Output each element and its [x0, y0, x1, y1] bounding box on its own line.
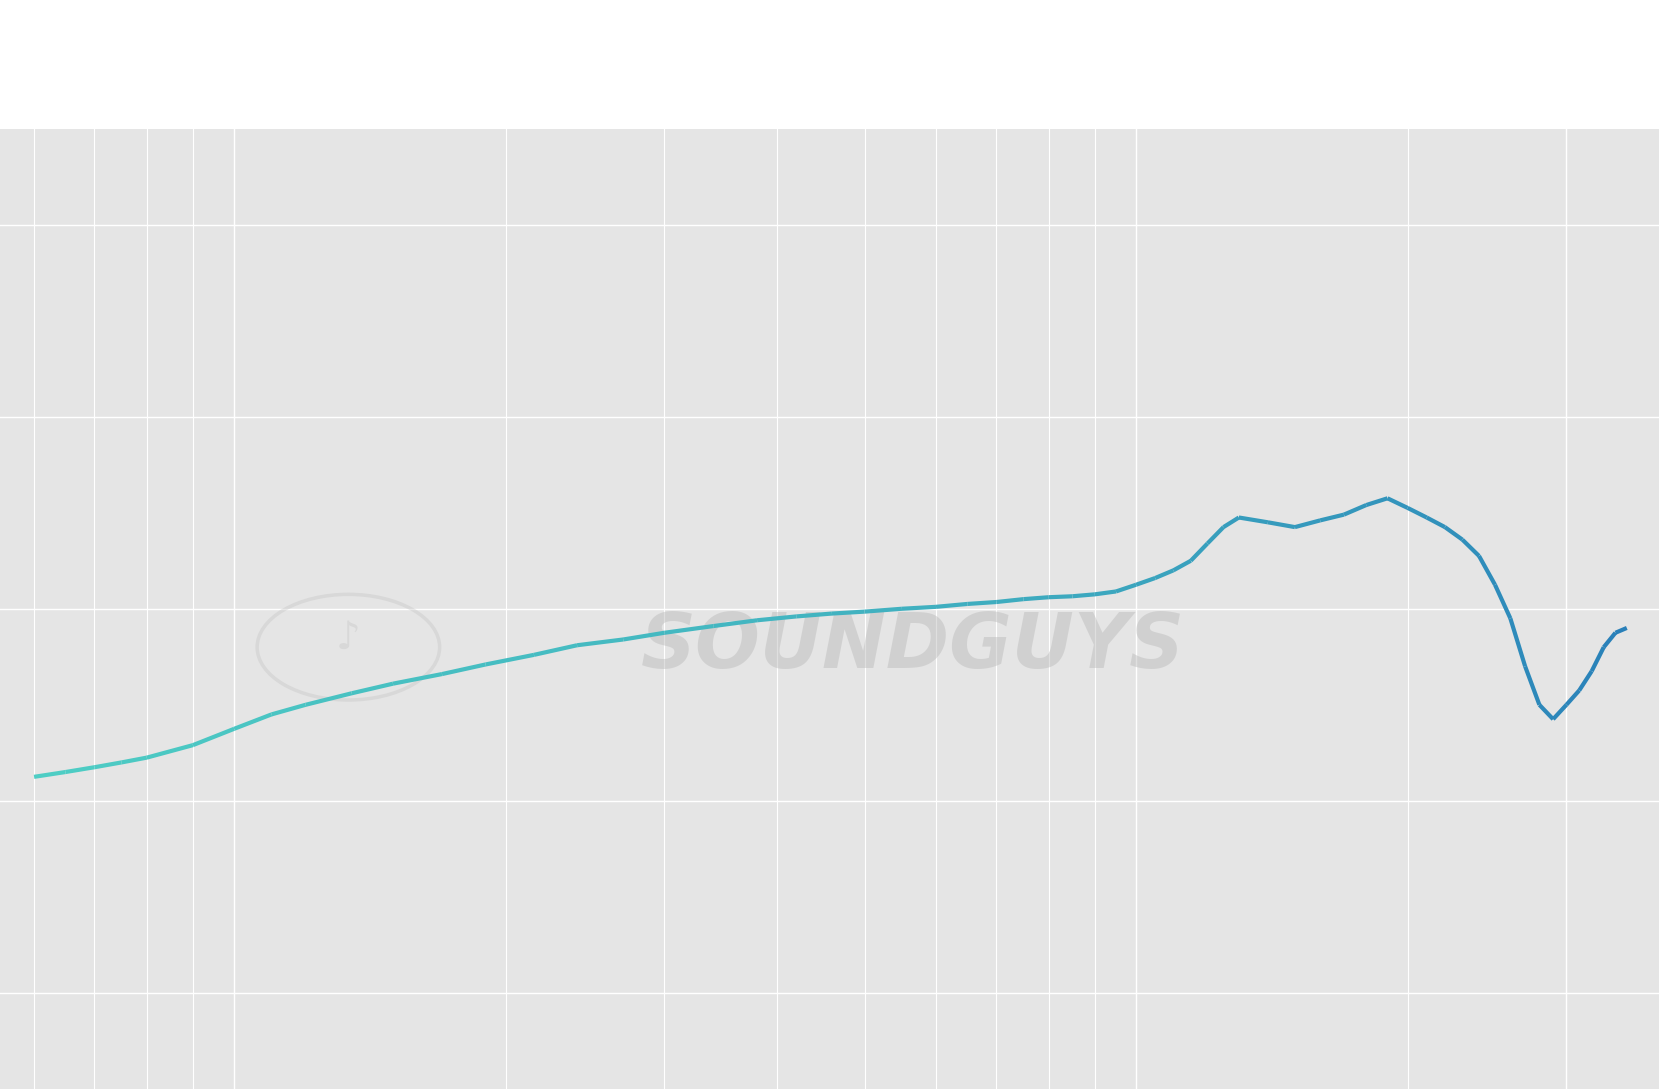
- Text: SOUNDGUYS: SOUNDGUYS: [640, 610, 1185, 684]
- Text: ♪: ♪: [337, 619, 360, 657]
- Text: OnePlus Bullets Wireless 2 Frequency Response (voice band): OnePlus Bullets Wireless 2 Frequency Res…: [66, 53, 1550, 96]
